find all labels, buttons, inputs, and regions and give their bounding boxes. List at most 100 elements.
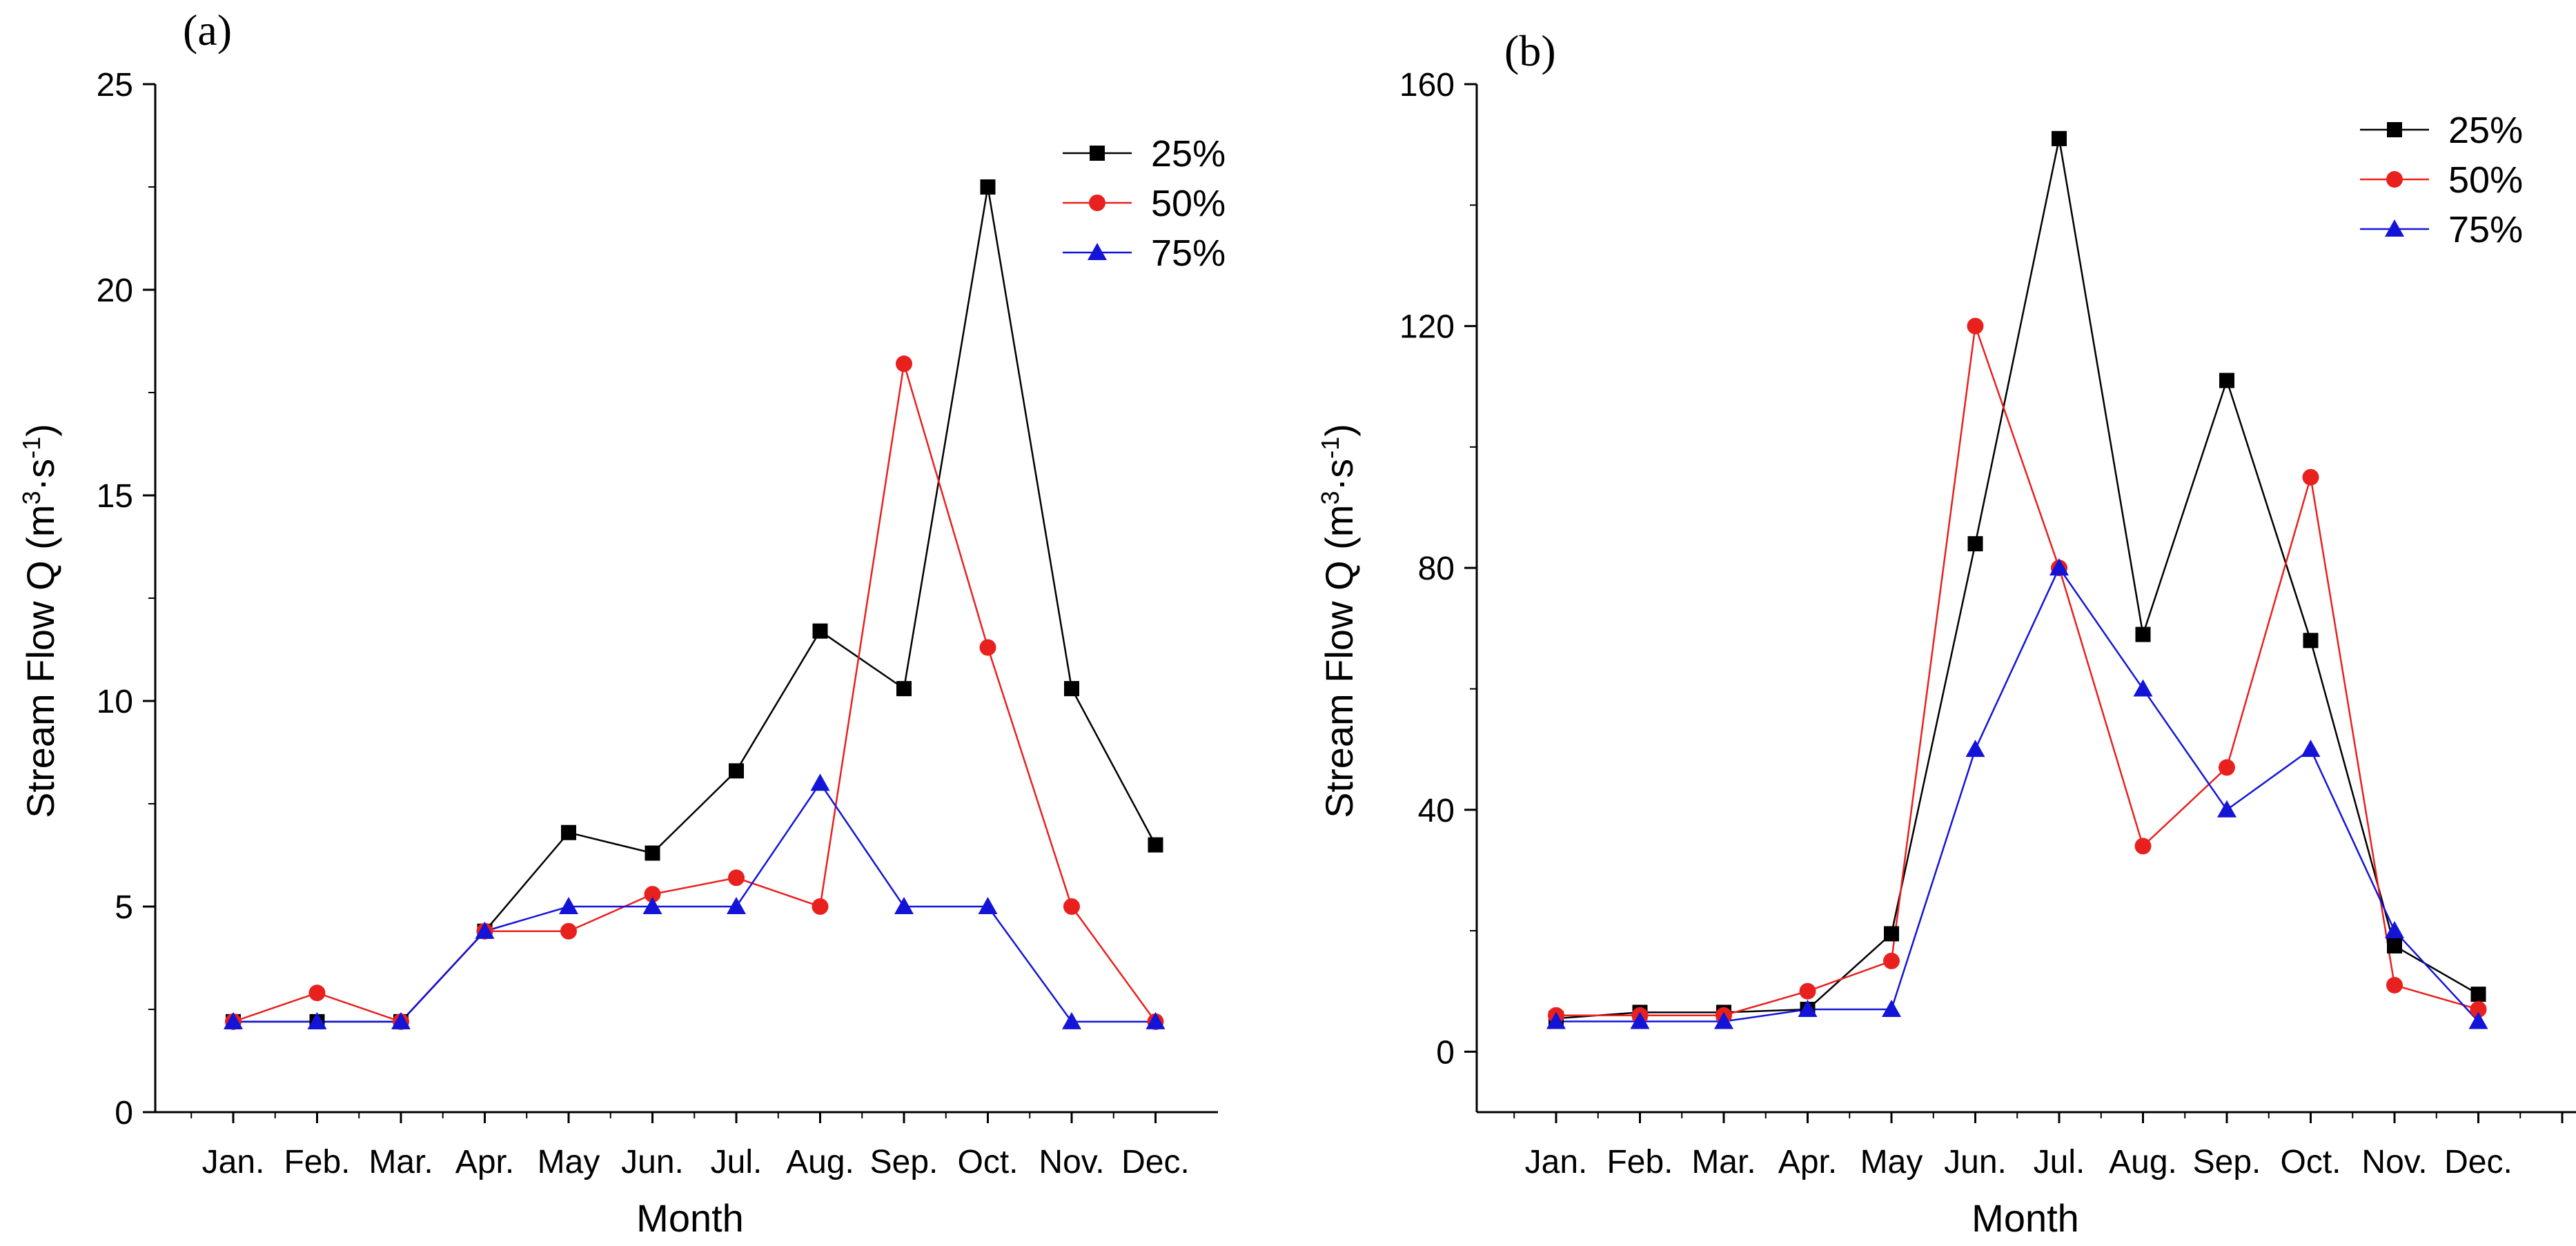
panel-a-point-75pct-2	[307, 1011, 327, 1029]
panel-b-legend-label-25pct: 25%	[2448, 110, 2523, 151]
panel-a-point-75pct-4	[475, 921, 495, 939]
panel-b-point-75pct-7	[2049, 558, 2069, 576]
panel-a-series-50pct-line	[233, 363, 1157, 1023]
panel-b-point-25pct-7	[2052, 130, 2067, 146]
panel-a-point-75pct-7	[727, 897, 746, 914]
panel-a-x-tick-label-9: Sep.	[870, 1144, 938, 1180]
panel-b-point-25pct-9	[2219, 373, 2234, 388]
panel-b-y-axis-label: Stream Flow Q (m3·s-1)	[1316, 424, 1361, 818]
panel-b-point-50pct-8	[2134, 838, 2152, 855]
panel-a-point-75pct-9	[894, 897, 914, 914]
panel-b-x-tick-label-5: May	[1860, 1144, 1923, 1180]
panel-a-point-50pct-10	[979, 639, 996, 656]
panel-b-x-axis-label: Month	[1972, 1196, 2079, 1240]
panel-a-x-tick-labels: Jan. Feb. Mar. Apr. May Jun. Jul. Aug. Sep. Oct. N…	[202, 1144, 1190, 1180]
panel-b-point-25pct-11	[2387, 938, 2402, 953]
panel-a-x-tick-label-3: Mar.	[368, 1144, 433, 1180]
panel-b-point-25pct-10	[2303, 633, 2319, 649]
panel-b-x-tick-label-11: Nov.	[2361, 1144, 2427, 1180]
panel-b-legend-label-50pct: 50%	[2448, 159, 2523, 201]
panel-a-x-tick-label-11: Nov.	[1039, 1144, 1104, 1180]
panel-a-point-50pct-7	[728, 869, 745, 887]
panel-a-y-tick-label: 15	[97, 478, 133, 515]
panel-b-x-tick-label-8: Aug.	[2109, 1144, 2177, 1180]
panel-a-y-tick-labels: 0 5 10 15 20 25	[97, 67, 133, 1131]
panel-b-y-tick-label: 40	[1418, 793, 1455, 829]
panel-a-x-tick-label-7: Jul.	[711, 1144, 763, 1180]
panel-b-y-tick-labels: 0 40 80 120 160	[1399, 67, 1455, 1071]
panel-a-point-75pct-11	[1062, 1011, 1081, 1029]
panel-b-point-50pct-12	[2470, 1001, 2487, 1018]
panel-b-point-25pct-12	[2470, 987, 2486, 1002]
panel-b-point-75pct-6	[1965, 740, 1985, 758]
panel-a-axes	[143, 83, 1218, 1123]
panel-a-point-75pct-1	[224, 1011, 243, 1029]
panel-b-point-75pct-5	[1882, 1000, 1901, 1017]
panel-a-x-tick-label-10: Oct.	[957, 1144, 1018, 1180]
panel-a-chart: (a) 0 5 10 15 20 25 Jan. Feb. Mar. Apr. May Jun. Ju…	[17, 6, 1226, 1240]
panel-b-point-50pct-5	[1883, 952, 1900, 969]
panel-a-x-tick-label-12: Dec.	[1121, 1144, 1190, 1180]
panel-a-point-25pct-5	[561, 824, 576, 840]
panel-b-x-tick-label-4: Apr.	[1778, 1144, 1837, 1180]
panel-b-point-75pct-4	[1798, 1000, 1818, 1017]
panel-a-legend: 25% 50% 75%	[1063, 133, 1226, 274]
panel-b-x-tick-label-1: Jan.	[1525, 1144, 1588, 1180]
panel-a-point-25pct-12	[1148, 837, 1163, 853]
panel-a-y-tick-label: 0	[115, 1095, 133, 1131]
panel-a-legend-marker-75pct	[1088, 243, 1107, 260]
panel-b-series-75pct-markers	[1546, 558, 2488, 1029]
panel-a-x-tick-label-2: Feb.	[284, 1144, 350, 1180]
panel-a-legend-marker-25pct	[1090, 146, 1105, 161]
panel-b-x-tick-label-9: Sep.	[2193, 1144, 2261, 1180]
panel-b-point-25pct-8	[2135, 626, 2151, 642]
panel-b-y-tick-label: 160	[1399, 67, 1455, 103]
panel-b-point-75pct-11	[2385, 921, 2404, 939]
panel-b-y-tick-label: 80	[1418, 551, 1455, 587]
panel-a-legend-label-75pct: 75%	[1151, 233, 1226, 274]
panel-b-label: (b)	[1504, 26, 1556, 75]
panel-b-point-25pct-5	[1884, 926, 1899, 942]
panel-a-y-tick-label: 10	[97, 684, 133, 720]
panel-b-legend-marker-25pct	[2387, 122, 2402, 137]
panel-b-y-tick-label: 120	[1399, 309, 1455, 346]
panel-a-legend-label-25pct: 25%	[1151, 133, 1226, 175]
panel-b-series-75pct-line	[1556, 566, 2479, 1022]
panel-a-point-75pct-12	[1146, 1011, 1166, 1029]
panel-a-point-50pct-5	[560, 922, 577, 940]
panel-b-point-75pct-2	[1630, 1011, 1650, 1029]
panel-b-series-50pct-markers	[1548, 317, 2487, 1024]
panel-a-x-tick-label-5: May	[538, 1144, 600, 1180]
panel-b-y-tick-label: 0	[1436, 1034, 1455, 1071]
panel-a-series	[224, 179, 1166, 1030]
panel-b-point-50pct-4	[1799, 982, 1816, 1000]
panel-b-point-75pct-3	[1714, 1011, 1733, 1029]
panel-a-point-75pct-3	[391, 1011, 411, 1029]
panel-a-point-75pct-5	[559, 897, 578, 914]
panel-a-x-tick-label-4: Apr.	[455, 1144, 514, 1180]
panel-a-point-50pct-6	[644, 886, 661, 903]
panel-a-x-tick-label-1: Jan.	[202, 1144, 265, 1180]
panel-a-x-tick-label-8: Aug.	[786, 1144, 854, 1180]
panel-b-legend: 25% 50% 75%	[2360, 110, 2523, 250]
panel-b-point-75pct-8	[2133, 679, 2153, 697]
panel-a-x-axis-label: Month	[636, 1196, 744, 1240]
panel-b-legend-marker-50pct	[2386, 171, 2403, 188]
panel-a-point-50pct-9	[896, 355, 912, 373]
panel-b-x-tick-label-3: Mar.	[1691, 1144, 1756, 1180]
panel-a-point-75pct-10	[978, 897, 998, 914]
panel-b-series-25pct-markers	[1548, 130, 2486, 1027]
panel-b-point-50pct-11	[2386, 976, 2403, 993]
panel-b-x-tick-label-6: Jun.	[1944, 1144, 2007, 1180]
panel-a-y-tick-label: 5	[115, 889, 133, 926]
panel-a-series-25pct-markers	[226, 179, 1163, 1029]
panel-a-point-25pct-9	[896, 681, 912, 697]
panel-b-x-tick-label-10: Oct.	[2280, 1144, 2341, 1180]
panel-b-x-tick-label-12: Dec.	[2444, 1144, 2513, 1180]
panel-a-label: (a)	[183, 6, 232, 55]
panel-a-point-25pct-11	[1064, 681, 1079, 697]
panel-a-point-50pct-8	[812, 898, 829, 915]
panel-b-point-50pct-6	[1967, 317, 1984, 335]
